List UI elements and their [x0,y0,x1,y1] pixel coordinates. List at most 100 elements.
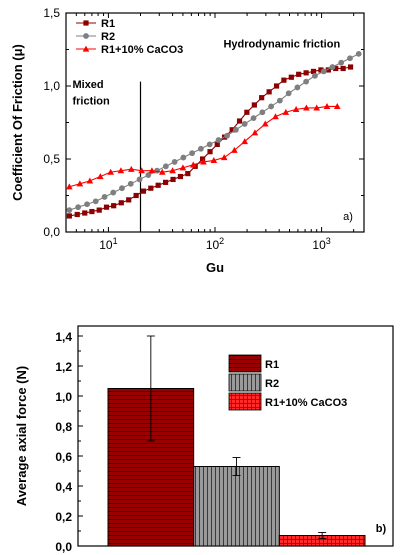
legend-marker-a [83,33,89,39]
data-point [333,103,341,110]
data-point [171,159,178,165]
bar-r2 [193,466,280,547]
legend-label-b: R1 [265,359,279,371]
panel-label-b: b) [376,523,387,535]
y-axis-label-b: Average axial force (N) [14,366,29,506]
y-tick-label-a: 0,0 [43,225,60,239]
y-tick-label-b: 0,6 [55,450,72,464]
series-r1-caco3 [66,103,341,190]
data-point [261,120,269,127]
legend-swatch-b [228,373,262,392]
y-tick-label-b: 0,2 [55,510,72,524]
data-point [232,126,239,133]
data-point [89,208,95,215]
data-point [214,141,220,147]
data-point [224,132,231,139]
legend-marker-a [82,45,90,52]
data-point [117,167,125,174]
data-point [155,182,161,188]
data-point [281,77,287,83]
data-point [200,156,206,162]
legend-label-a: R2 [101,31,115,43]
series-r1 [66,64,354,219]
chart-a-friction: 0,0 0,5 1,0 1,5 101 102 103 Gu Coefficient Of Fr… [10,6,365,275]
data-point [96,207,102,213]
data-point [340,65,346,72]
data-point [206,141,213,148]
x-tick-label-a: 102 [206,236,224,252]
data-point [118,200,124,206]
data-point [84,201,90,208]
data-point [313,104,321,111]
y-tick-label-a: 0,5 [43,152,60,166]
data-point [318,67,324,73]
data-point [268,103,275,110]
data-point [329,64,336,70]
data-point [320,68,327,75]
data-point [66,183,73,190]
data-point [338,59,345,66]
data-point [97,173,104,180]
chart-b-axial-force: 0,0 0,2 0,4 0,6 0,8 1,0 1,2 1,4 Average axial fo… [14,325,394,554]
data-point [163,179,169,185]
data-point [231,146,238,153]
data-point [140,188,147,194]
data-point [127,180,134,187]
data-point [229,127,235,133]
data-point [236,118,243,124]
data-point [259,95,265,101]
annotation-a: Hydrodynamic friction [223,38,340,50]
data-point [162,163,169,170]
y-tick-label-a: 1,5 [43,6,60,20]
annotation-a: Mixed [72,79,103,91]
data-point [325,67,331,73]
legend-label-a: R1 [101,18,115,30]
data-point [128,165,135,172]
data-point [180,154,187,161]
data-point [200,158,207,165]
x-tick-label-a: 101 [99,236,117,252]
data-point [303,70,309,76]
data-point [273,83,280,89]
legend-label-a: R1+10% CaCO3 [101,44,183,56]
data-point [250,115,257,122]
data-point [111,203,117,209]
legend-label-b: R1+10% CaCO3 [265,397,347,409]
y-tick-label-b: 0,8 [55,420,72,434]
data-point [170,176,176,183]
data-point [74,211,80,218]
legend-swatch-b [228,354,262,373]
legend-marker-a [83,20,89,26]
data-point [126,197,132,203]
annotation-a: friction [72,95,110,107]
data-point [75,204,82,211]
data-point [66,213,72,219]
data-point [310,68,317,74]
data-point [251,102,257,108]
series-r2 [66,50,362,214]
data-point [296,71,302,77]
data-point [179,164,187,171]
data-point [241,121,248,127]
data-point [138,167,145,174]
data-point [220,154,228,161]
data-point [107,168,114,175]
data-point [76,180,84,187]
y-tick-label-b: 0,4 [55,480,72,494]
data-point [210,157,218,164]
data-point [145,172,152,178]
data-point [294,84,301,91]
data-point [266,89,272,95]
y-tick-label-b: 1,4 [55,330,72,344]
data-point [207,149,213,155]
data-point [148,167,156,174]
y-tick-label-b: 1,0 [55,390,72,404]
data-point [282,108,290,115]
data-point [303,78,310,85]
x-tick-label-a: 103 [312,236,330,252]
data-point [169,167,176,174]
data-point [101,194,108,200]
data-point [276,97,283,104]
y-tick-label-b: 1,2 [55,360,72,374]
data-point [197,145,204,152]
